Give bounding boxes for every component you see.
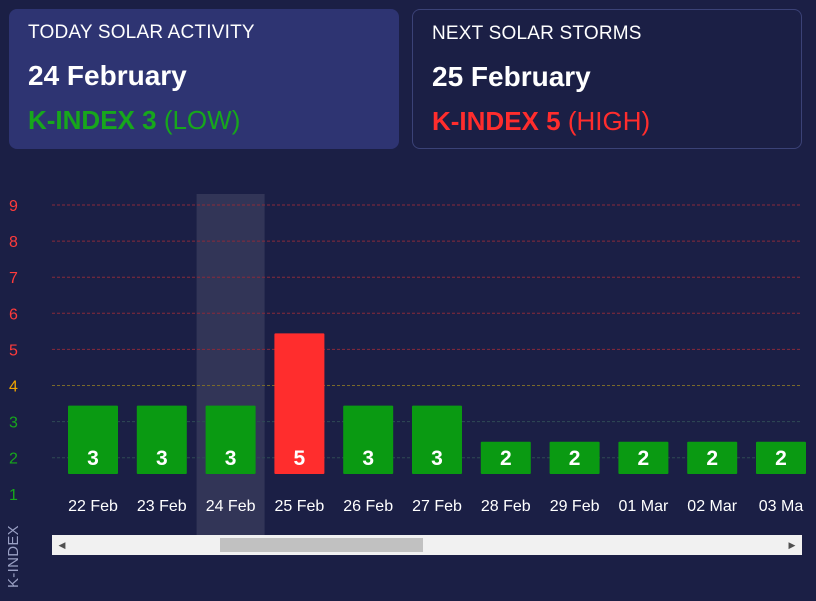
- y-tick-label: 7: [9, 270, 18, 287]
- today-date: 24 February: [28, 60, 187, 91]
- scroll-right-arrow-icon[interactable]: ▶: [788, 540, 796, 550]
- bar: [549, 441, 600, 474]
- x-tick-label: 23 Feb: [137, 498, 187, 515]
- bar: [687, 441, 738, 474]
- bar-value-label: 3: [156, 447, 168, 470]
- bar-value-label: 3: [87, 447, 99, 470]
- next-kindex-value: K-INDEX 5: [432, 106, 561, 136]
- scroll-left-arrow-icon[interactable]: ◀: [58, 540, 66, 550]
- bar: [343, 405, 394, 474]
- today-card-title: TODAY SOLAR ACTIVITY: [28, 22, 255, 43]
- bar: [412, 405, 462, 474]
- bar: [274, 333, 325, 474]
- next-date: 25 February: [432, 61, 591, 92]
- y-tick-label: 3: [9, 415, 18, 432]
- today-kindex-value: K-INDEX 3: [28, 105, 157, 135]
- bar: [205, 405, 256, 474]
- next-storms-card: NEXT SOLAR STORMS 25 February K-INDEX 5 …: [412, 9, 802, 149]
- y-tick-label: 1: [9, 487, 18, 504]
- bar-value-label: 2: [706, 447, 718, 470]
- next-level: (HIGH): [567, 106, 651, 136]
- y-axis-title: K-INDEX: [5, 525, 22, 588]
- bar: [618, 441, 669, 474]
- today-kindex-line: K-INDEX 3 (LOW): [28, 105, 380, 135]
- bar-value-label: 2: [638, 447, 650, 470]
- bar-value-label: 5: [294, 447, 306, 470]
- y-tick-label: 6: [9, 306, 18, 323]
- x-tick-label: 24 Feb: [206, 498, 256, 515]
- x-tick-label: 28 Feb: [481, 498, 531, 515]
- y-tick-label: 5: [9, 342, 18, 359]
- scroll-thumb[interactable]: [220, 538, 423, 552]
- bar-value-label: 3: [431, 447, 443, 470]
- chart-horizontal-scrollbar[interactable]: ◀ ▶: [52, 535, 802, 555]
- y-tick-label: 9: [9, 198, 18, 215]
- today-activity-card: TODAY SOLAR ACTIVITY 24 February K-INDEX…: [9, 9, 399, 149]
- bar: [756, 441, 806, 474]
- x-tick-label: 29 Feb: [550, 498, 600, 515]
- bar-value-label: 2: [775, 447, 787, 470]
- x-tick-label: 01 Mar: [619, 498, 669, 515]
- x-tick-label: 27 Feb: [412, 498, 462, 515]
- y-tick-label: 4: [9, 379, 18, 396]
- highlight-column: [196, 194, 265, 535]
- bar-value-label: 2: [500, 447, 512, 470]
- y-tick-label: 8: [9, 234, 18, 251]
- x-tick-label: 03 Ma: [759, 498, 804, 515]
- next-card-title: NEXT SOLAR STORMS: [432, 23, 642, 44]
- x-tick-label: 22 Feb: [68, 498, 118, 515]
- bar: [480, 441, 531, 474]
- bar-value-label: 2: [569, 447, 581, 470]
- x-tick-label: 26 Feb: [343, 498, 393, 515]
- x-tick-label: 25 Feb: [274, 498, 324, 515]
- bar-value-label: 3: [362, 447, 374, 470]
- bar: [68, 405, 118, 474]
- next-kindex-line: K-INDEX 5 (HIGH): [432, 106, 782, 136]
- x-tick-label: 02 Mar: [687, 498, 737, 515]
- bar: [136, 405, 187, 474]
- today-level: (LOW): [163, 105, 241, 135]
- bar-value-label: 3: [225, 447, 237, 470]
- y-tick-label: 2: [9, 451, 18, 468]
